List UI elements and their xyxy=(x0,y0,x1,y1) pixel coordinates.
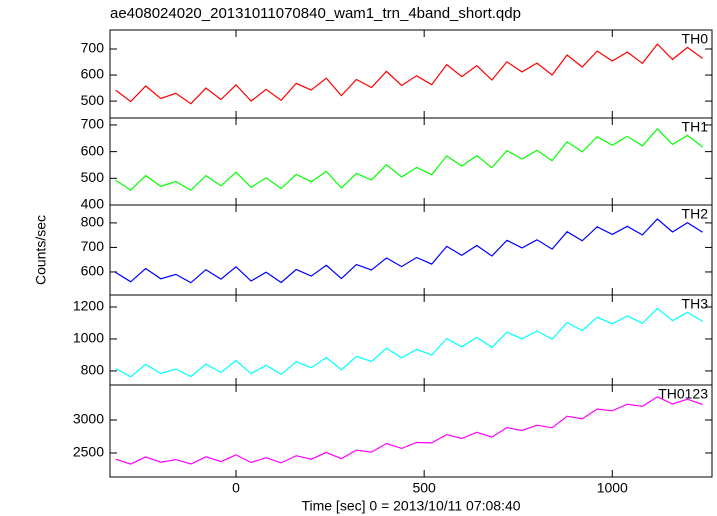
series-label: TH2 xyxy=(682,206,709,222)
y-tick-label: 700 xyxy=(81,238,105,254)
series-label: TH0 xyxy=(682,31,709,47)
series-label: TH0123 xyxy=(658,386,708,402)
series-label: TH1 xyxy=(682,119,709,135)
x-tick-label: 1000 xyxy=(597,480,628,496)
y-tick-label: 500 xyxy=(81,169,105,185)
y-axis-label: Counts/sec xyxy=(33,215,49,285)
y-tick-label: 600 xyxy=(81,142,105,158)
panel-frame xyxy=(109,294,713,386)
y-tick-label: 800 xyxy=(81,214,105,230)
panel-frame xyxy=(109,29,713,119)
series-label: TH3 xyxy=(682,296,709,312)
y-tick-label: 400 xyxy=(81,196,105,212)
data-line xyxy=(115,396,703,465)
chart-title: ae408024020_20131011070840_wam1_trn_4ban… xyxy=(110,5,521,22)
data-line xyxy=(115,128,703,192)
panel-frame xyxy=(109,384,713,478)
y-tick-label: 1000 xyxy=(73,330,104,346)
data-line xyxy=(115,218,703,284)
x-axis-label: Time [sec] 0 = 2013/10/11 07:08:40 xyxy=(301,498,520,514)
y-tick-label: 2500 xyxy=(73,444,104,460)
y-tick-label: 700 xyxy=(81,40,105,56)
y-tick-label: 600 xyxy=(81,66,105,82)
data-line xyxy=(115,43,703,105)
x-tick-label: 0 xyxy=(232,480,240,496)
data-line xyxy=(115,307,703,378)
x-tick-label: 500 xyxy=(412,480,436,496)
panel-frame xyxy=(109,204,713,296)
y-tick-label: 1200 xyxy=(73,298,104,314)
y-tick-label: 500 xyxy=(81,92,105,108)
y-tick-label: 800 xyxy=(81,362,105,378)
y-tick-label: 3000 xyxy=(73,411,104,427)
y-tick-label: 600 xyxy=(81,263,105,279)
panel-frame xyxy=(109,117,713,206)
y-tick-label: 700 xyxy=(81,116,105,132)
